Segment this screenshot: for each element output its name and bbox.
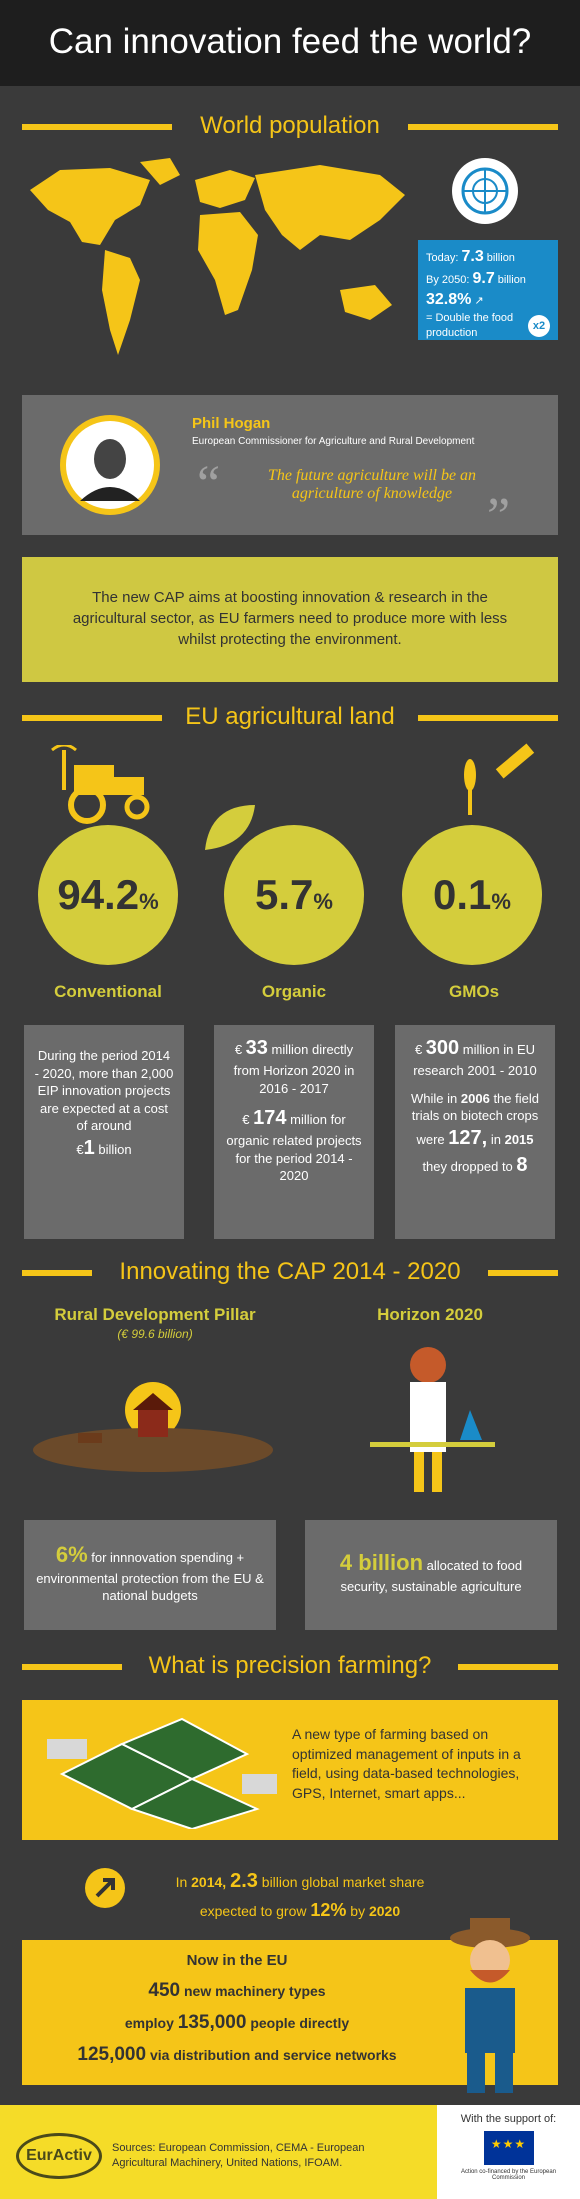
horizon-title: Horizon 2020 <box>377 1305 483 1324</box>
network-stat: 125,000 via distribution and service net… <box>77 2044 397 2065</box>
farmer-icon <box>450 1918 530 2093</box>
growth-value: 32.8% <box>426 291 472 309</box>
organic-circle: 5.7% <box>224 825 364 965</box>
tractor-icon <box>51 745 150 824</box>
open-quote-icon: “ <box>197 456 221 513</box>
horizon-card: 4 billion allocated to food security, su… <box>305 1520 557 1630</box>
world-map-icon <box>30 158 405 355</box>
quote-panel: Phil Hogan European Commissioner for Agr… <box>22 395 558 545</box>
gmo-syringe-icon <box>464 743 535 815</box>
portrait-icon <box>66 421 154 509</box>
arrow-up-icon: ↗ <box>474 295 484 308</box>
euractiv-logo: EurActiv <box>16 2133 102 2179</box>
conventional-card: During the period 2014 - 2020, more than… <box>24 1025 184 1239</box>
gmos-card: € 300 million in EU research 2001 - 2010… <box>395 1025 555 1239</box>
section-header-precision: What is precision farming? <box>22 1652 558 1682</box>
close-quote-icon: ” <box>487 488 511 545</box>
leaf-icon <box>205 805 255 850</box>
portrait-frame <box>60 415 160 515</box>
precision-definition-text: A new type of farming based on optimized… <box>292 1726 521 1801</box>
support-label: With the support of: <box>460 2113 557 2125</box>
scientist-icon <box>370 1347 495 1492</box>
now-title: Now in the EU <box>186 1952 288 1969</box>
field-grid-icon <box>47 1717 277 1829</box>
gmos-circle: 0.1% <box>402 825 542 965</box>
machinery-stat: 450 new machinery types <box>148 1980 326 2001</box>
section-header-population: World population <box>22 112 558 142</box>
organic-card: € 33 million directly from Horizon 2020 … <box>214 1025 374 1239</box>
rural-sub: (€ 99.6 billion) <box>117 1327 193 1341</box>
eu-flag-icon: ★★★ <box>483 2131 534 2165</box>
cap-intro-text: The new CAP aims at boosting innovation … <box>72 589 508 648</box>
rural-title: Rural Development Pillar <box>54 1305 256 1324</box>
un-logo <box>452 158 518 224</box>
cap-intro-panel: The new CAP aims at boosting innovation … <box>22 557 558 682</box>
speaker-name: Phil Hogan <box>192 415 271 432</box>
farm-icon <box>33 1382 273 1472</box>
support-panel: With the support of: ★★★ Action co-finan… <box>437 2105 580 2199</box>
conventional-circle: 94.2% <box>38 825 178 965</box>
speaker-role: European Commissioner for Agriculture an… <box>192 436 475 447</box>
organic-label: Organic <box>261 982 327 1001</box>
conventional-label: Conventional <box>54 982 162 1001</box>
rural-card: 6% for innnovation spending + environmen… <box>24 1520 276 1630</box>
footer: EurActiv Sources: European Commission, C… <box>0 2105 580 2199</box>
x2-badge: x2 <box>528 314 550 337</box>
section-header-land: EU agricultural land <box>22 703 558 733</box>
page-title: Can innovation feed the world? <box>48 22 532 61</box>
un-emblem-icon <box>461 167 509 215</box>
growth-arrow-icon <box>85 1868 125 1908</box>
precision-definition-panel: A new type of farming based on optimized… <box>22 1700 558 1840</box>
support-caption: Action co-financed by the European Commi… <box>460 2169 557 2181</box>
section-header-cap: Innovating the CAP 2014 - 2020 <box>22 1258 558 1288</box>
quote-text: The future agriculture will be an agricu… <box>267 467 477 502</box>
title-bar: Can innovation feed the world? <box>0 0 580 86</box>
employment-stat: employ 135,000 people directly <box>124 2012 350 2033</box>
gmos-label: GMOs <box>448 982 500 1001</box>
sources-text: Sources: European Commission, CEMA - Eur… <box>112 2142 365 2170</box>
market-growth-text: In 2014, 2.3 billion global market share… <box>175 1870 425 1920</box>
section-title: World population <box>200 112 380 139</box>
population-stats: Today: 7.3 billion By 2050: 9.7 billion … <box>418 240 558 340</box>
